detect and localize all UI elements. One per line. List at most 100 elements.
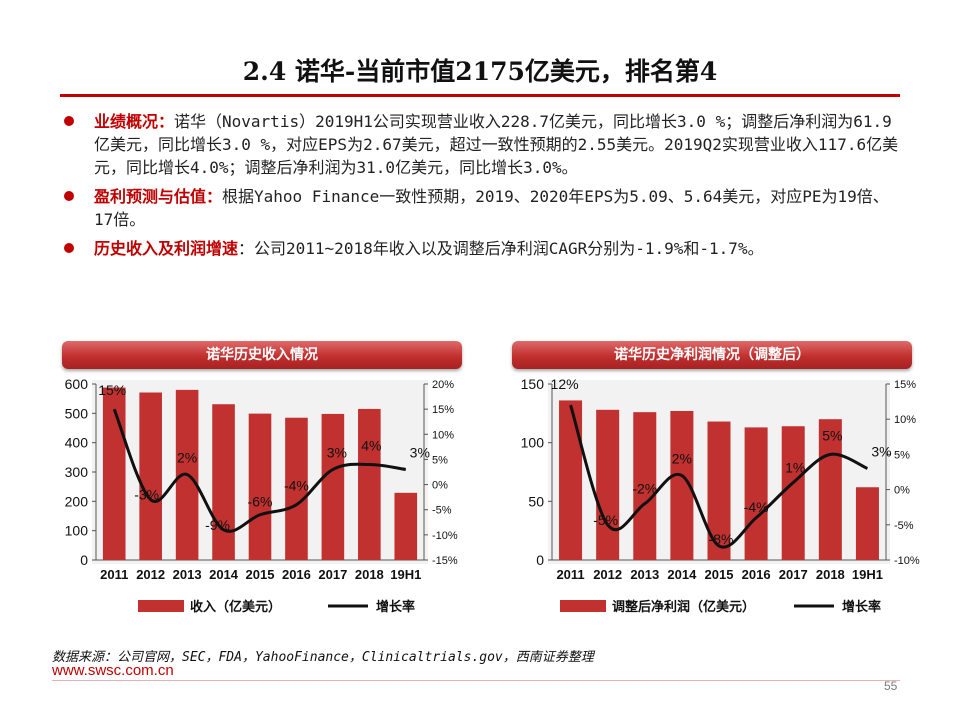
revenue-chart: 0 100 200 300 400 500 600 -15% -10% -5% 0% 5% 10% 15%…	[65, 376, 458, 615]
legend-bar-label: 调整后净利润（亿美元）	[612, 599, 755, 615]
growth-data-label: -9%	[205, 517, 230, 533]
growth-data-label: -8%	[709, 531, 734, 547]
bar-19H1	[855, 487, 879, 560]
growth-rate-line	[112, 408, 407, 533]
growth-data-label: 5%	[822, 427, 842, 443]
growth-data-label: 3%	[871, 443, 891, 459]
bar-19H1	[394, 492, 418, 560]
bullet-text: 根据Yahoo Finance一致性预期，2019、2020年EPS为5.09、…	[94, 187, 889, 229]
bullet-lead: 业绩概况：	[94, 112, 175, 131]
x-tick-label: 2018	[355, 567, 384, 582]
x-tick-label: 2017	[779, 567, 808, 582]
growth-data-label: -5%	[593, 512, 618, 528]
bullet-dot-icon	[64, 191, 74, 201]
x-tick-label: 2011	[100, 567, 128, 582]
x-tick-label: 19H1	[852, 567, 883, 582]
right-tick-label: -5%	[894, 520, 914, 532]
right-tick-label: 10%	[432, 429, 454, 441]
left-tick-label: 0	[536, 552, 544, 568]
x-tick-label: 2013	[630, 567, 659, 582]
left-tick-label: 400	[65, 435, 89, 451]
x-tick-label: 19H1	[390, 567, 421, 582]
bullet-dot-icon	[64, 116, 74, 126]
title-divider	[60, 94, 900, 97]
left-tick-label: 200	[65, 493, 89, 509]
right-tick-label: 10%	[894, 414, 916, 426]
profit-chart: 0 50 100 150 -10% -5% 0% 5% 10% 15% 2011 2012 2013 20…	[521, 376, 920, 615]
right-tick-label: -10%	[432, 530, 458, 542]
left-tick-label: 150	[521, 376, 545, 392]
x-tick-label: 2016	[282, 567, 311, 582]
right-tick-label: 5%	[432, 454, 448, 466]
bar-2013	[633, 412, 657, 560]
growth-rate-line	[569, 404, 869, 549]
x-tick-label: 2014	[209, 567, 239, 582]
legend-bar-swatch	[138, 600, 184, 612]
x-tick-label: 2011	[556, 567, 584, 582]
right-tick-label: 5%	[894, 449, 910, 461]
bar-2012	[139, 392, 162, 560]
right-tick-label: -10%	[894, 555, 920, 567]
x-tick-label: 2017	[318, 567, 347, 582]
legend-bar-swatch	[560, 600, 606, 612]
bar-2011	[559, 400, 583, 560]
legend-bar-label: 收入（亿美元）	[190, 599, 281, 615]
data-source-note: 数据来源：公司官网，SEC，FDA，YahooFinance，Clinicalt…	[52, 650, 594, 665]
page-title: 2.4 诺华-当前市值2175亿美元，排名第4	[242, 57, 718, 86]
left-tick-label: 500	[65, 405, 89, 421]
x-tick-label: 2018	[816, 567, 845, 582]
bar-2017	[321, 413, 345, 560]
bar-2012	[596, 409, 620, 560]
growth-data-label: -2%	[632, 481, 657, 497]
bar-2014	[212, 404, 235, 560]
left-tick-label: 0	[80, 552, 88, 568]
page-number: 55	[884, 679, 898, 693]
left-tick-label: 100	[65, 523, 89, 539]
right-tick-label: 15%	[894, 379, 916, 391]
x-tick-label: 2015	[246, 567, 275, 582]
right-tick-label: -5%	[432, 505, 452, 517]
chart-title-profit: 诺华历史净利润情况（调整后）	[512, 341, 912, 369]
left-tick-label: 600	[65, 376, 89, 392]
growth-data-label: 4%	[361, 437, 381, 453]
growth-data-label: 2%	[672, 451, 692, 467]
right-tick-label: 20%	[432, 379, 454, 391]
x-tick-label: 2014	[667, 567, 697, 582]
x-tick-label: 2015	[705, 567, 734, 582]
bar-2015	[248, 413, 272, 560]
growth-data-label: -6%	[248, 494, 273, 510]
bar-2014	[670, 410, 694, 560]
x-tick-label: 2016	[742, 567, 771, 582]
bullet-list: 业绩概况：诺华（Novartis）2019H1公司实现营业收入228.7亿美元，…	[58, 110, 900, 266]
company-logo-text: www.swsc.com.cn	[52, 662, 174, 679]
growth-data-label: 12%	[551, 376, 579, 392]
footer-divider	[52, 680, 900, 681]
growth-data-label: 2%	[177, 450, 197, 466]
growth-data-label: -4%	[744, 499, 769, 515]
bullet-forecast: 盈利预测与估值：根据Yahoo Finance一致性预期，2019、2020年E…	[58, 185, 900, 231]
bullet-history: 历史收入及利润增速：公司2011~2018年收入以及调整后净利润CAGR分别为-…	[58, 237, 900, 260]
bar-2017	[781, 426, 805, 560]
growth-data-label: 1%	[785, 460, 805, 476]
right-tick-label: 15%	[432, 404, 454, 416]
x-tick-label: 2012	[136, 567, 165, 582]
bullet-performance: 业绩概况：诺华（Novartis）2019H1公司实现营业收入228.7亿美元，…	[58, 110, 900, 179]
bullet-lead: 历史收入及利润增速	[94, 239, 239, 258]
legend-line-label: 增长率	[842, 599, 881, 615]
bar-2015	[707, 421, 731, 560]
left-tick-label: 50	[528, 493, 544, 509]
bullet-lead: 盈利预测与估值：	[94, 187, 223, 206]
right-tick-label: -15%	[432, 555, 458, 567]
growth-data-label: 15%	[98, 382, 126, 398]
bar-2016	[744, 427, 768, 560]
growth-data-label: 3%	[327, 444, 347, 460]
bullet-text: 诺华（Novartis）2019H1公司实现营业收入228.7亿美元，同比增长3…	[94, 112, 899, 177]
chart-title-revenue: 诺华历史收入情况	[62, 341, 462, 369]
bullet-text: ：公司2011~2018年收入以及调整后净利润CAGR分别为-1.9%和-1.7…	[238, 239, 764, 258]
bar-2018	[358, 408, 381, 560]
right-tick-label: 0%	[894, 485, 910, 497]
growth-data-label: -4%	[284, 478, 309, 494]
x-tick-label: 2013	[173, 567, 202, 582]
growth-data-label: 3%	[410, 444, 430, 460]
bullet-dot-icon	[64, 243, 74, 253]
